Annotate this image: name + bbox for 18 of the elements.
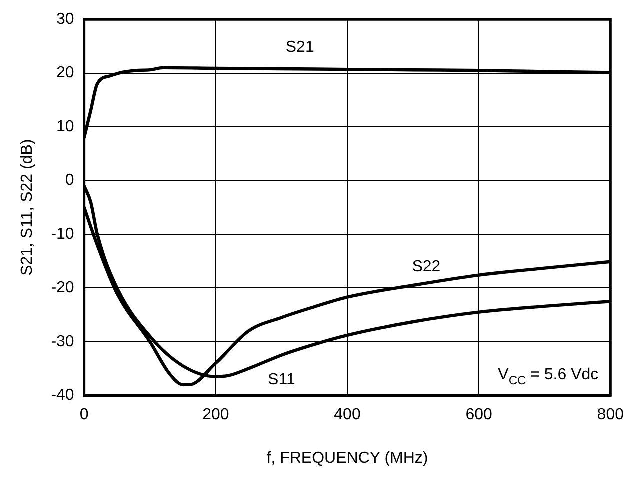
y-axis-title: S21, S11, S22 (dB) bbox=[19, 139, 36, 276]
series-label: S11 bbox=[268, 371, 296, 388]
x-tick-label: 400 bbox=[334, 406, 361, 424]
x-tick-label: 0 bbox=[80, 406, 89, 424]
y-tick-label: 0 bbox=[65, 172, 74, 190]
y-tick-label: 30 bbox=[56, 11, 74, 28]
y-tick-label: -20 bbox=[51, 280, 74, 297]
y-tick-label: -10 bbox=[51, 226, 74, 243]
series-label: S22 bbox=[412, 258, 441, 276]
x-tick-label: 600 bbox=[466, 406, 493, 424]
x-tick-label: 800 bbox=[597, 406, 624, 424]
x-tick-label: 200 bbox=[202, 406, 230, 424]
y-tick-label: -30 bbox=[51, 333, 74, 350]
y-tick-label: 10 bbox=[56, 118, 74, 136]
series-label: S21 bbox=[286, 38, 314, 56]
x-axis-title: f, FREQUENCY (MHz) bbox=[266, 450, 428, 467]
y-tick-label: -40 bbox=[51, 387, 74, 404]
y-tick-label: 20 bbox=[56, 64, 74, 82]
